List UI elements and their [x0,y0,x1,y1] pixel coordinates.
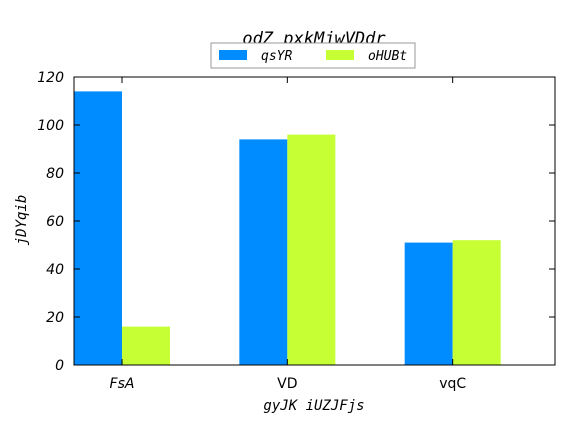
bar-oHUBt-FsA [122,326,170,365]
y-axis-label: jDYqib [14,195,30,246]
legend-label-oHUBt: oHUBt [368,49,407,64]
y-tick-label: 0 [55,358,64,374]
legend-label-qsYR: qsYR [261,49,292,64]
legend: qsYR oHUBt [210,42,416,69]
y-tick-label: 100 [37,118,64,134]
y-tick-label: 20 [46,310,64,326]
legend-swatch-qsYR [219,50,247,60]
bars-group [74,91,501,366]
bar-oHUBt-vqC [452,240,501,365]
y-axis-ticks: 0 20 40 60 80 100 120 [37,70,555,374]
x-tick-label-vqC: vqC [439,376,466,392]
y-tick-label: 120 [37,70,64,86]
x-axis-ticks: FsA VD vqC [110,77,466,392]
x-axis-label: gyJK iUZJFjs [263,398,364,414]
y-tick-label: 60 [46,214,64,230]
bar-qsYR-VD [239,139,288,365]
x-tick-label-FsA: FsA [110,376,135,392]
bar-qsYR-FsA [74,91,122,366]
y-tick-label: 40 [46,262,64,278]
bar-qsYR-vqC [404,242,453,365]
bar-oHUBt-VD [287,134,336,365]
legend-swatch-oHUBt [326,50,354,60]
x-tick-label-VD: VD [277,376,297,392]
y-tick-label: 80 [46,166,64,182]
